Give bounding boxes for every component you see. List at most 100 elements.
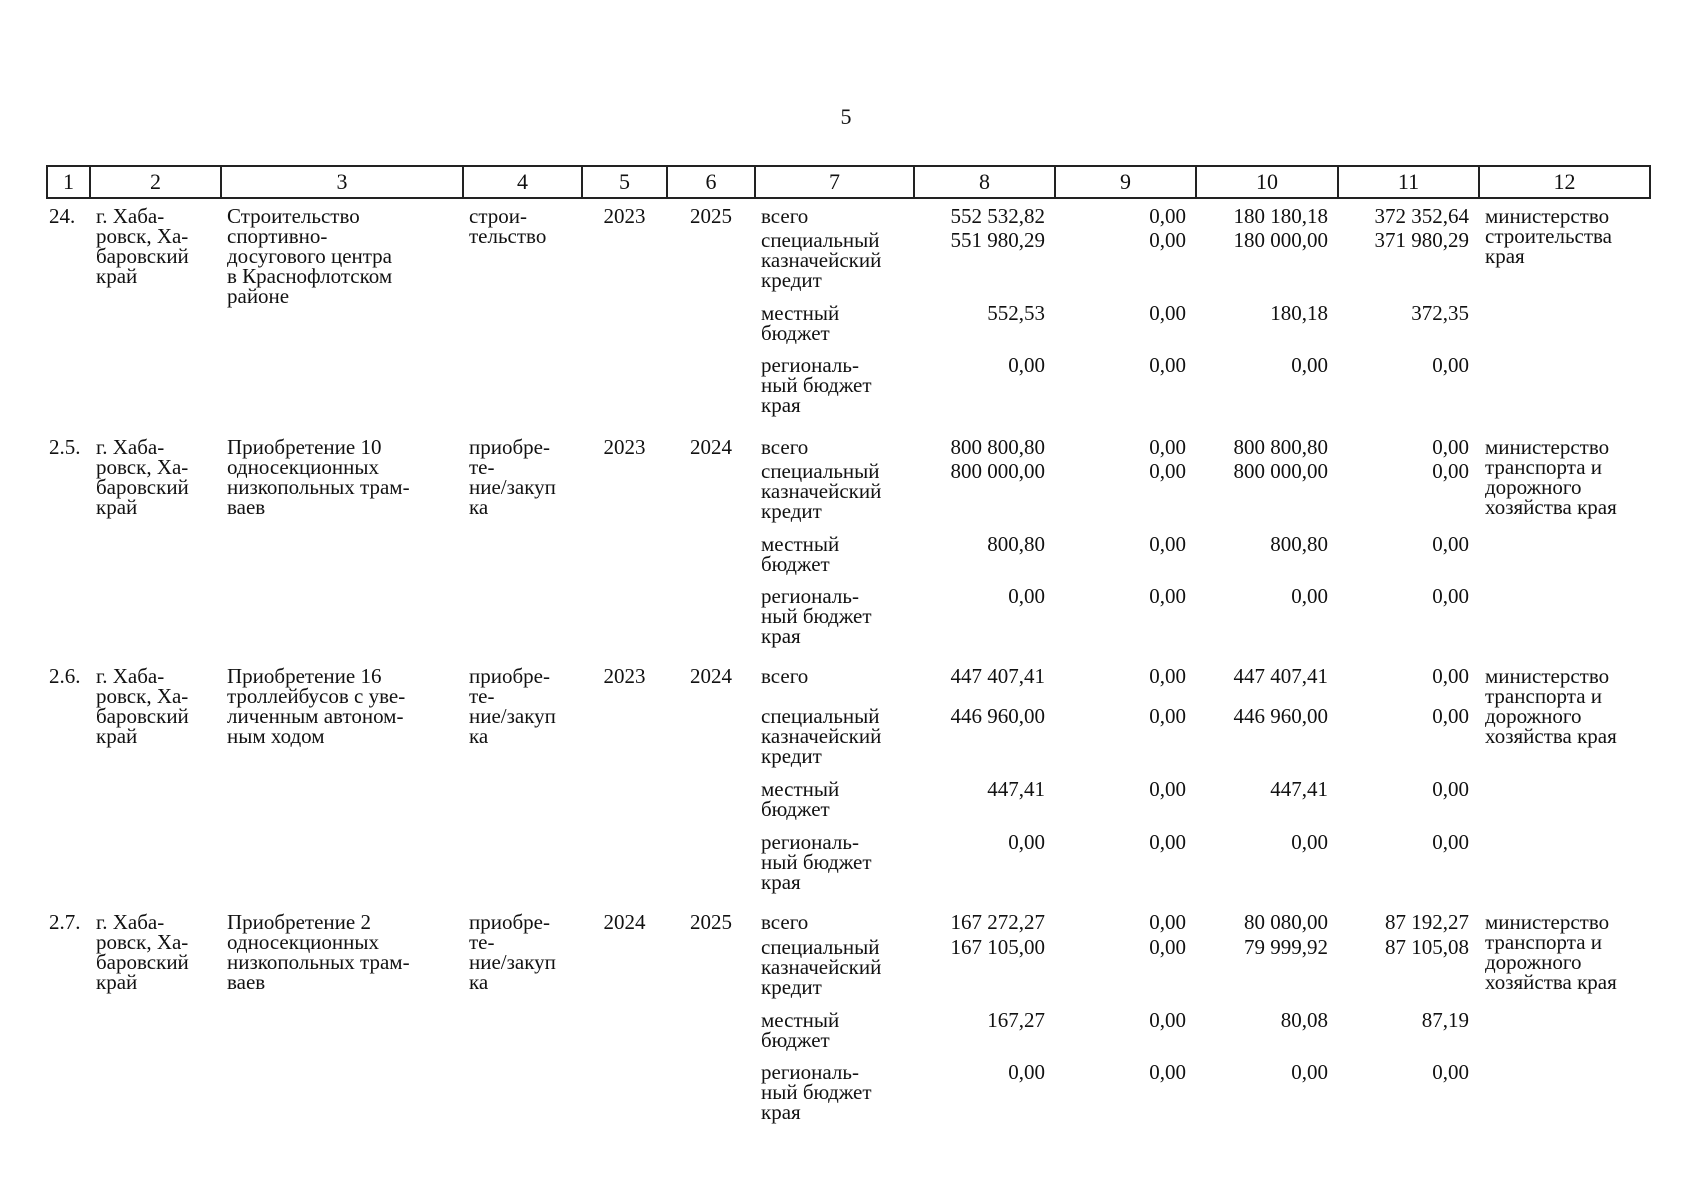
table: 1 2 3 4 5 6 7 8 9 10 11 12 24. г. Хаба- ровск, Ха- б… [46, 165, 1651, 1135]
responsible: министерство строительства края [1485, 204, 1613, 268]
location: г. Хаба- ровск, Ха- баровский край [96, 435, 189, 519]
project-name: Приобретение 2 односекционных низкопольн… [227, 910, 410, 994]
funding-source: региональ- ный бюджет края [761, 353, 872, 417]
amount: 0,00 [1432, 704, 1469, 728]
end-year: 2024 [690, 664, 732, 688]
amount: 79 999,92 [1244, 935, 1328, 959]
responsible: министерство транспорта и дорожного хозя… [1485, 664, 1617, 748]
amount: 180,18 [1270, 301, 1328, 325]
funding-row: местный бюджет 447,41 0,00 447,41 0,00 [47, 777, 1650, 833]
amount: 551 980,29 [950, 228, 1046, 252]
amount: 447,41 [1270, 777, 1328, 801]
amount: 0,00 [1149, 664, 1186, 688]
funding-source: специальный казначейский кредит [761, 935, 882, 999]
amount: 446 960,00 [1233, 704, 1329, 728]
funding-source: специальный казначейский кредит [761, 228, 882, 292]
funding-source: специальный казначейский кредит [761, 459, 882, 523]
start-year: 2023 [603, 664, 646, 688]
funding-row: специальный казначейский кредит 446 960,0… [47, 704, 1650, 780]
funding-source: региональ- ный бюджет края [761, 584, 872, 648]
column-header: 5 [581, 165, 668, 199]
funding-source: региональ- ный бюджет края [761, 830, 872, 894]
amount: 0,00 [1149, 353, 1186, 377]
amount: 180 000,00 [1233, 228, 1329, 252]
amount: 180 180,18 [1233, 204, 1329, 228]
funding-row: местный бюджет 800,80 0,00 800,80 0,00 [47, 532, 1650, 587]
end-year: 2024 [690, 435, 732, 459]
amount: 0,00 [1149, 532, 1186, 556]
project-name: Приобретение 10 односекционных низкополь… [227, 435, 410, 519]
funding-source: местный бюджет [761, 1008, 840, 1052]
column-header: 3 [220, 165, 464, 199]
item-number: 2.6. [49, 664, 81, 688]
amount: 87 192,27 [1385, 910, 1469, 934]
location: г. Хаба- ровск, Ха- баровский край [96, 910, 189, 994]
column-header: 2 [89, 165, 222, 199]
amount: 0,00 [1149, 935, 1186, 959]
amount: 447 407,41 [950, 664, 1046, 688]
amount: 372,35 [1411, 301, 1469, 325]
responsible: министерство транспорта и дорожного хозя… [1485, 910, 1617, 994]
responsible: министерство транспорта и дорожного хозя… [1485, 435, 1617, 519]
amount: 0,00 [1291, 830, 1328, 854]
amount: 0,00 [1149, 1060, 1186, 1084]
funding-row: 2.5. г. Хаба- ровск, Ха- баровский край Пр… [47, 430, 1650, 518]
amount: 552,53 [987, 301, 1045, 325]
project-kind: приобре- те- ние/закуп ка [469, 910, 556, 994]
amount: 447 407,41 [1233, 664, 1329, 688]
amount: 0,00 [1008, 584, 1045, 608]
column-header: 6 [666, 165, 756, 199]
amount: 167 105,00 [950, 935, 1046, 959]
funding-row: 2.7. г. Хаба- ровск, Ха- баровский край Пр… [47, 905, 1650, 993]
funding-row: специальный казначейский кредит 551 980,2… [47, 228, 1650, 304]
column-header: 1 [46, 165, 91, 199]
funding-source: региональ- ный бюджет края [761, 1060, 872, 1124]
amount: 0,00 [1432, 435, 1469, 459]
project-kind: строи- тельство [469, 204, 547, 248]
amount: 0,00 [1432, 584, 1469, 608]
project-kind: приобре- те- ние/закуп ка [469, 435, 556, 519]
amount: 0,00 [1432, 1060, 1469, 1084]
item-number: 2.7. [49, 910, 81, 934]
column-header: 8 [913, 165, 1056, 199]
amount: 0,00 [1432, 830, 1469, 854]
amount: 0,00 [1149, 584, 1186, 608]
funding-row: местный бюджет 552,53 0,00 180,18 372,35 [47, 301, 1650, 356]
amount: 446 960,00 [950, 704, 1046, 728]
amount: 0,00 [1149, 704, 1186, 728]
amount: 0,00 [1432, 353, 1469, 377]
funding-row: 24. г. Хаба- ровск, Ха- баровский край Стр… [47, 198, 1650, 307]
amount: 0,00 [1149, 301, 1186, 325]
funding-source: всего [761, 204, 809, 228]
funding-row: специальный казначейский кредит 800 000,0… [47, 459, 1650, 535]
column-header: 7 [754, 165, 915, 199]
start-year: 2024 [603, 910, 646, 934]
page-number: 5 [840, 104, 852, 129]
amount: 372 352,64 [1374, 204, 1470, 228]
amount: 800 000,00 [1233, 459, 1329, 483]
amount: 800,80 [987, 532, 1045, 556]
location: г. Хаба- ровск, Ха- баровский край [96, 204, 189, 288]
amount: 800 000,00 [950, 459, 1046, 483]
start-year: 2023 [603, 204, 646, 228]
column-header: 11 [1337, 165, 1480, 199]
funding-row: специальный казначейский кредит 167 105,0… [47, 935, 1650, 1011]
amount: 0,00 [1149, 204, 1186, 228]
column-header: 10 [1195, 165, 1339, 199]
funding-row: региональ- ный бюджет края 0,00 0,00 0,00 0,… [47, 1060, 1650, 1135]
amount: 0,00 [1149, 910, 1186, 934]
amount: 0,00 [1008, 1060, 1045, 1084]
amount: 0,00 [1432, 532, 1469, 556]
column-header: 12 [1478, 165, 1651, 199]
funding-source: специальный казначейский кредит [761, 704, 882, 768]
amount: 87 105,08 [1385, 935, 1469, 959]
funding-row: местный бюджет 167,27 0,00 80,08 87,19 [47, 1008, 1650, 1063]
amount: 0,00 [1291, 1060, 1328, 1084]
amount: 0,00 [1149, 459, 1186, 483]
funding-source: местный бюджет [761, 532, 840, 576]
amount: 0,00 [1149, 830, 1186, 854]
amount: 0,00 [1149, 1008, 1186, 1032]
amount: 800 800,80 [1233, 435, 1329, 459]
amount: 800,80 [1270, 532, 1328, 556]
